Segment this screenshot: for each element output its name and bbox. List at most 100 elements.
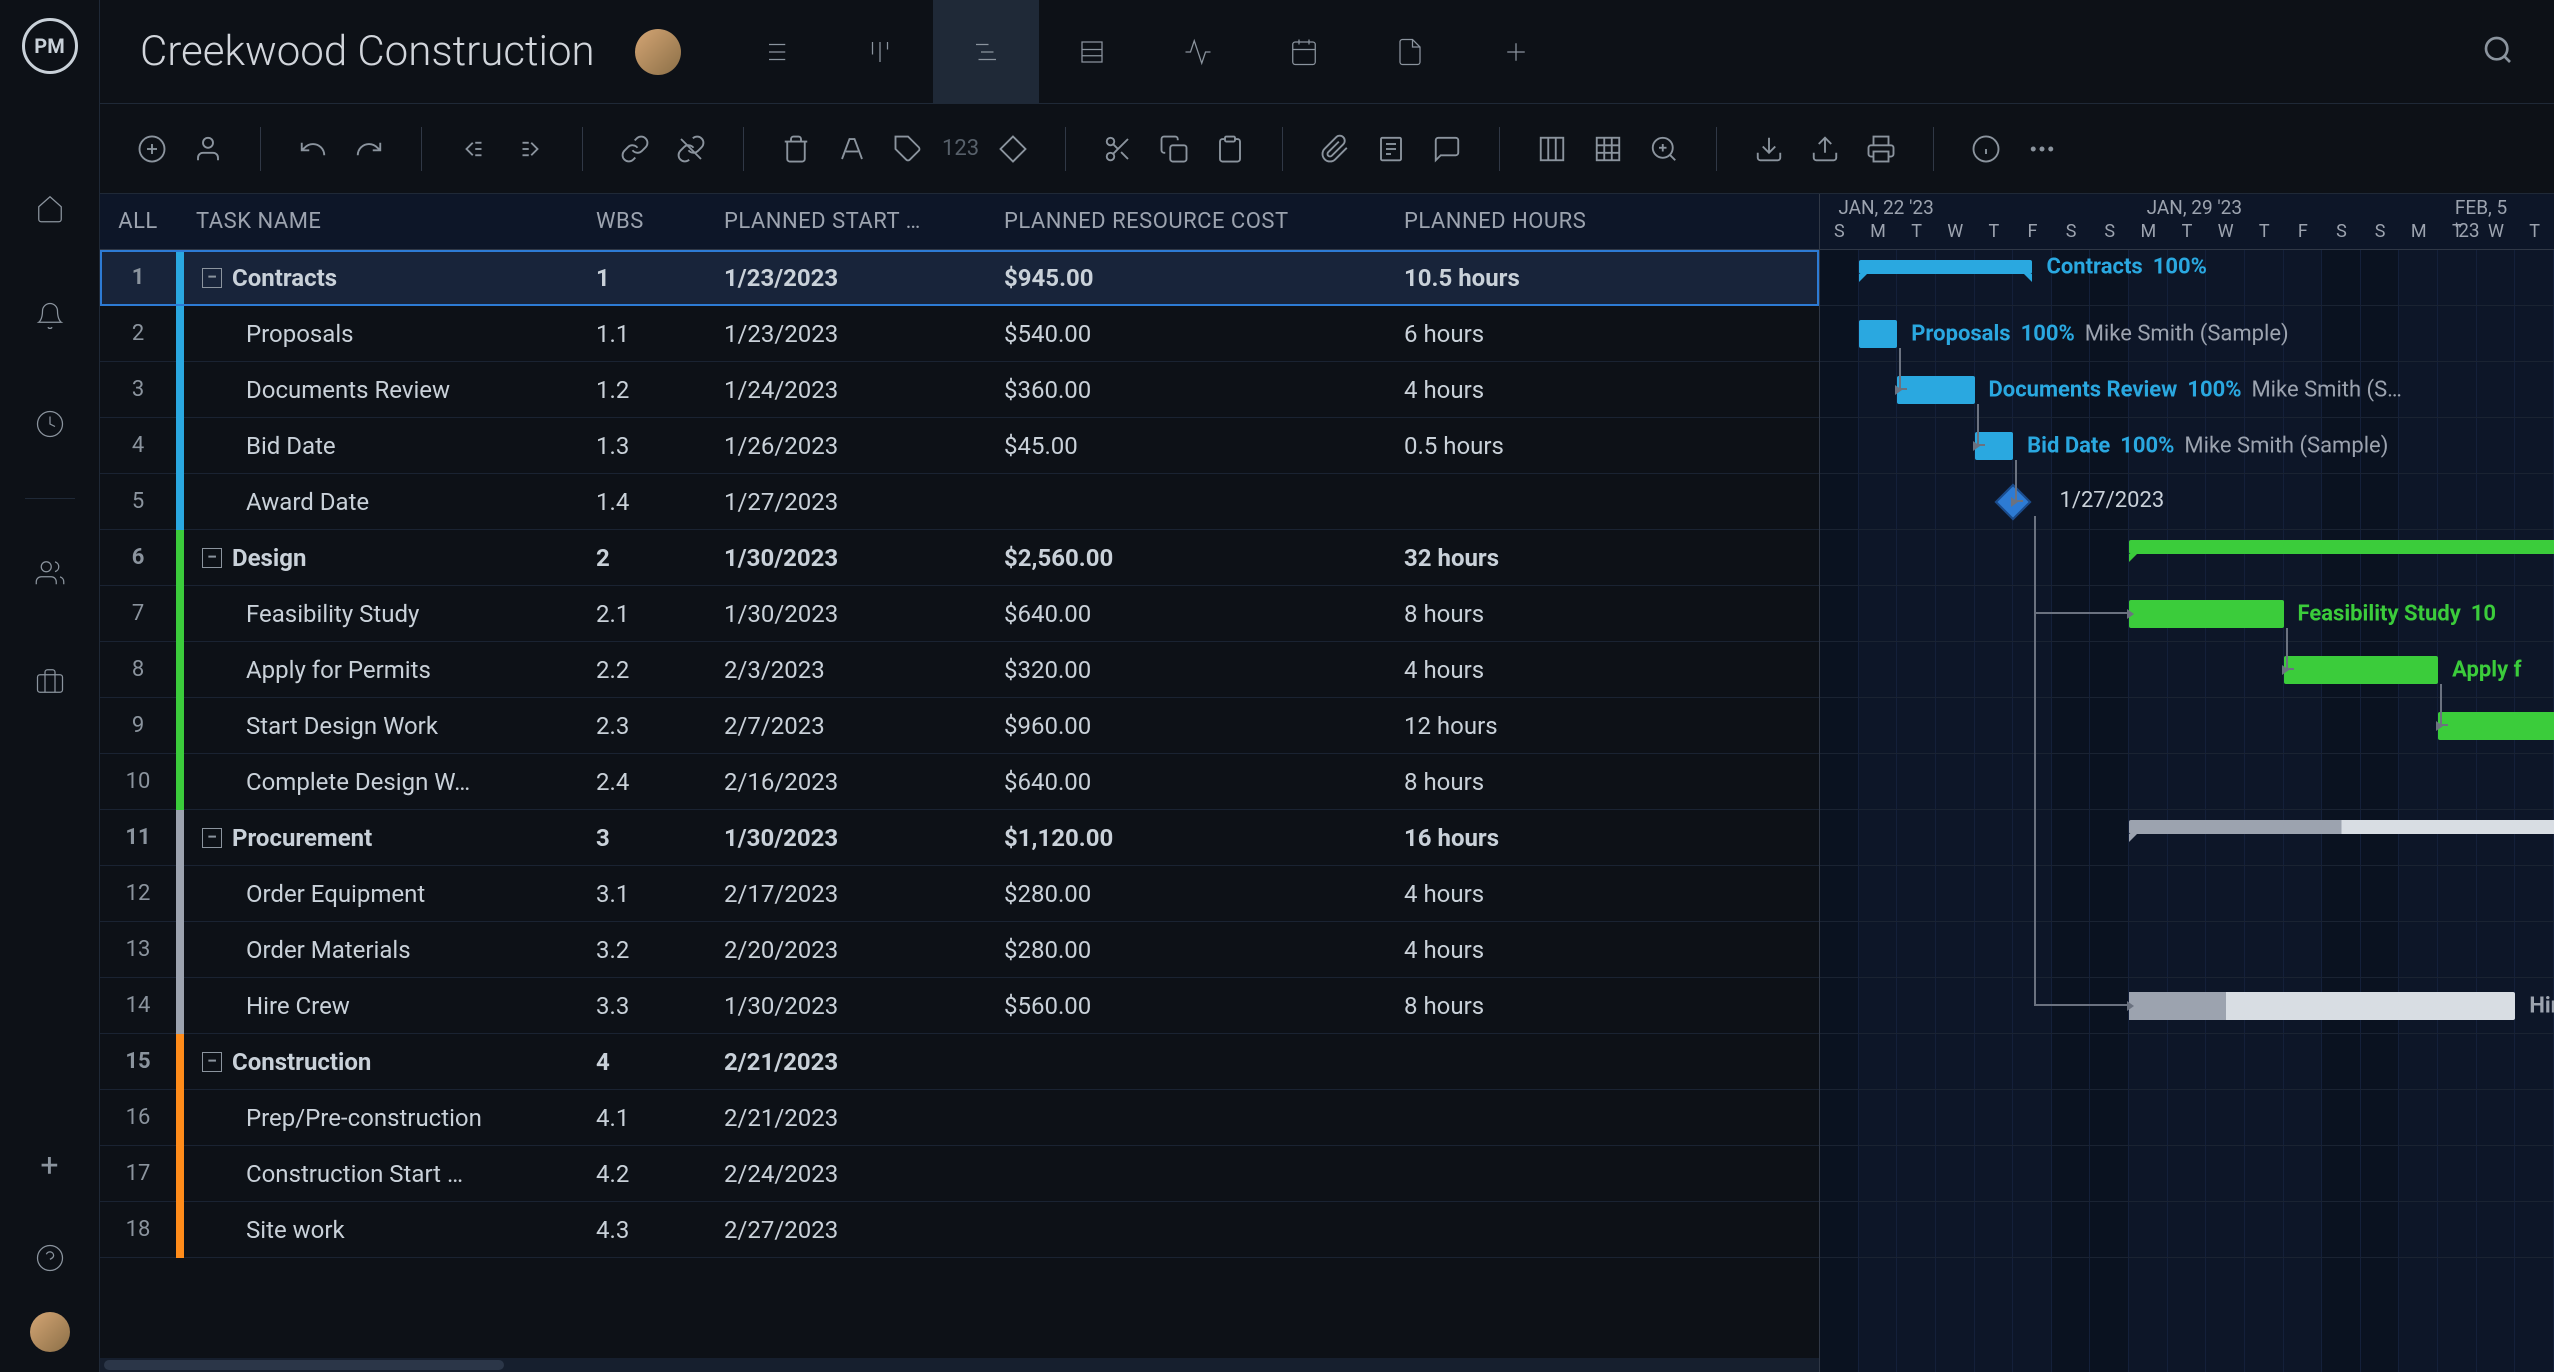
wbs-cell[interactable]: 2 bbox=[596, 544, 724, 572]
gantt-row[interactable] bbox=[1820, 866, 2554, 922]
table-row[interactable]: 10Complete Design W…2.42/16/2023$640.008… bbox=[100, 754, 1819, 810]
hours-cell[interactable]: 4 hours bbox=[1404, 880, 1684, 908]
hours-cell[interactable]: 0.5 hours bbox=[1404, 432, 1684, 460]
wbs-cell[interactable]: 1.2 bbox=[596, 376, 724, 404]
wbs-cell[interactable]: 3.3 bbox=[596, 992, 724, 1020]
horizontal-scrollbar[interactable] bbox=[100, 1358, 1819, 1372]
task-name-cell[interactable]: Feasibility Study bbox=[176, 586, 596, 642]
date-cell[interactable]: 2/27/2023 bbox=[724, 1216, 1004, 1244]
hours-cell[interactable]: 4 hours bbox=[1404, 936, 1684, 964]
view-board-icon[interactable] bbox=[827, 0, 933, 104]
table-row[interactable]: 9Start Design Work2.32/7/2023$960.0012 h… bbox=[100, 698, 1819, 754]
date-cell[interactable]: 1/30/2023 bbox=[724, 992, 1004, 1020]
task-name-cell[interactable]: Order Materials bbox=[176, 922, 596, 978]
wbs-cell[interactable]: 2.3 bbox=[596, 712, 724, 740]
view-gantt-icon[interactable] bbox=[933, 0, 1039, 104]
gantt-row[interactable] bbox=[1820, 1034, 2554, 1090]
date-cell[interactable]: 1/27/2023 bbox=[724, 488, 1004, 516]
user-avatar[interactable] bbox=[30, 1312, 70, 1352]
wbs-cell[interactable]: 4 bbox=[596, 1048, 724, 1076]
gantt-row[interactable] bbox=[1820, 810, 2554, 866]
task-name-cell[interactable]: Order Equipment bbox=[176, 866, 596, 922]
cost-cell[interactable]: $280.00 bbox=[1004, 880, 1404, 908]
tag-icon[interactable] bbox=[886, 127, 930, 171]
table-row[interactable]: 13Order Materials3.22/20/2023$280.004 ho… bbox=[100, 922, 1819, 978]
outdent-icon[interactable] bbox=[452, 127, 496, 171]
task-name-cell[interactable]: Award Date bbox=[176, 474, 596, 530]
cost-cell[interactable]: $540.00 bbox=[1004, 320, 1404, 348]
cost-cell[interactable]: $960.00 bbox=[1004, 712, 1404, 740]
wbs-cell[interactable]: 2.2 bbox=[596, 656, 724, 684]
view-calendar-icon[interactable] bbox=[1251, 0, 1357, 104]
columns-icon[interactable] bbox=[1530, 127, 1574, 171]
view-activity-icon[interactable] bbox=[1145, 0, 1251, 104]
gantt-task-bar[interactable]: Hire bbox=[2129, 992, 2515, 1020]
wbs-cell[interactable]: 2.1 bbox=[596, 600, 724, 628]
cost-cell[interactable]: $280.00 bbox=[1004, 936, 1404, 964]
cut-icon[interactable] bbox=[1096, 127, 1140, 171]
cost-cell[interactable]: $45.00 bbox=[1004, 432, 1404, 460]
table-row[interactable]: 1−Contracts11/23/2023$945.0010.5 hours bbox=[100, 250, 1819, 306]
export-icon[interactable] bbox=[1803, 127, 1847, 171]
gantt-task-bar[interactable]: Feasibility Study 10 bbox=[2129, 600, 2284, 628]
redo-icon[interactable] bbox=[347, 127, 391, 171]
date-cell[interactable]: 2/21/2023 bbox=[724, 1048, 1004, 1076]
notes-icon[interactable] bbox=[1369, 127, 1413, 171]
table-row[interactable]: 15−Construction42/21/2023 bbox=[100, 1034, 1819, 1090]
gantt-row[interactable]: Feasibility Study 10 bbox=[1820, 586, 2554, 642]
nav-help-icon[interactable] bbox=[32, 1240, 68, 1276]
wbs-cell[interactable]: 1.1 bbox=[596, 320, 724, 348]
hours-cell[interactable]: 8 hours bbox=[1404, 600, 1684, 628]
task-name-cell[interactable]: −Procurement bbox=[176, 810, 596, 866]
task-name-cell[interactable]: Construction Start … bbox=[176, 1146, 596, 1202]
text-color-icon[interactable] bbox=[830, 127, 874, 171]
date-cell[interactable]: 2/3/2023 bbox=[724, 656, 1004, 684]
table-row[interactable]: 8Apply for Permits2.22/3/2023$320.004 ho… bbox=[100, 642, 1819, 698]
copy-icon[interactable] bbox=[1152, 127, 1196, 171]
date-cell[interactable]: 2/24/2023 bbox=[724, 1160, 1004, 1188]
date-cell[interactable]: 1/23/2023 bbox=[724, 264, 1004, 292]
info-icon[interactable] bbox=[1964, 127, 2008, 171]
date-cell[interactable]: 1/23/2023 bbox=[724, 320, 1004, 348]
nav-recent-icon[interactable] bbox=[32, 406, 68, 442]
gantt-row[interactable] bbox=[1820, 922, 2554, 978]
table-row[interactable]: 18Site work4.32/27/2023 bbox=[100, 1202, 1819, 1258]
cost-cell[interactable]: $1,120.00 bbox=[1004, 824, 1404, 852]
nav-people-icon[interactable] bbox=[32, 555, 68, 591]
nav-home-icon[interactable] bbox=[32, 190, 68, 226]
task-name-cell[interactable]: Documents Review bbox=[176, 362, 596, 418]
date-cell[interactable]: 1/30/2023 bbox=[724, 824, 1004, 852]
nav-add-icon[interactable]: + bbox=[40, 1146, 58, 1184]
gantt-summary-bar[interactable] bbox=[2129, 820, 2554, 834]
wbs-cell[interactable]: 3.1 bbox=[596, 880, 724, 908]
zoom-icon[interactable] bbox=[1642, 127, 1686, 171]
unlink-icon[interactable] bbox=[669, 127, 713, 171]
collapse-icon[interactable]: − bbox=[202, 548, 222, 568]
gantt-task-bar[interactable]: Proposals 100% Mike Smith (Sample) bbox=[1859, 320, 1898, 348]
col-header-all[interactable]: ALL bbox=[100, 209, 176, 234]
wbs-cell[interactable]: 1.3 bbox=[596, 432, 724, 460]
wbs-cell[interactable]: 1.4 bbox=[596, 488, 724, 516]
date-cell[interactable]: 1/26/2023 bbox=[724, 432, 1004, 460]
table-row[interactable]: 17Construction Start …4.22/24/2023 bbox=[100, 1146, 1819, 1202]
wbs-cell[interactable]: 4.1 bbox=[596, 1104, 724, 1132]
date-cell[interactable]: 2/20/2023 bbox=[724, 936, 1004, 964]
date-cell[interactable]: 2/21/2023 bbox=[724, 1104, 1004, 1132]
table-row[interactable]: 7Feasibility Study2.11/30/2023$640.008 h… bbox=[100, 586, 1819, 642]
cost-cell[interactable]: $360.00 bbox=[1004, 376, 1404, 404]
assign-icon[interactable] bbox=[186, 127, 230, 171]
gantt-row[interactable]: Documents Review 100% Mike Smith (S… bbox=[1820, 362, 2554, 418]
import-icon[interactable] bbox=[1747, 127, 1791, 171]
wbs-cell[interactable]: 4.3 bbox=[596, 1216, 724, 1244]
task-name-cell[interactable]: −Construction bbox=[176, 1034, 596, 1090]
gantt-row[interactable] bbox=[1820, 530, 2554, 586]
hours-cell[interactable]: 10.5 hours bbox=[1404, 264, 1684, 292]
gantt-row[interactable]: 1/27/2023 bbox=[1820, 474, 2554, 530]
col-header-wbs[interactable]: WBS bbox=[596, 209, 724, 234]
gantt-row[interactable] bbox=[1820, 1202, 2554, 1258]
link-icon[interactable] bbox=[613, 127, 657, 171]
col-header-date[interactable]: PLANNED START … bbox=[724, 209, 1004, 234]
gantt-task-bar[interactable] bbox=[2438, 712, 2554, 740]
table-row[interactable]: 12Order Equipment3.12/17/2023$280.004 ho… bbox=[100, 866, 1819, 922]
col-header-hours[interactable]: PLANNED HOURS bbox=[1404, 209, 1684, 234]
